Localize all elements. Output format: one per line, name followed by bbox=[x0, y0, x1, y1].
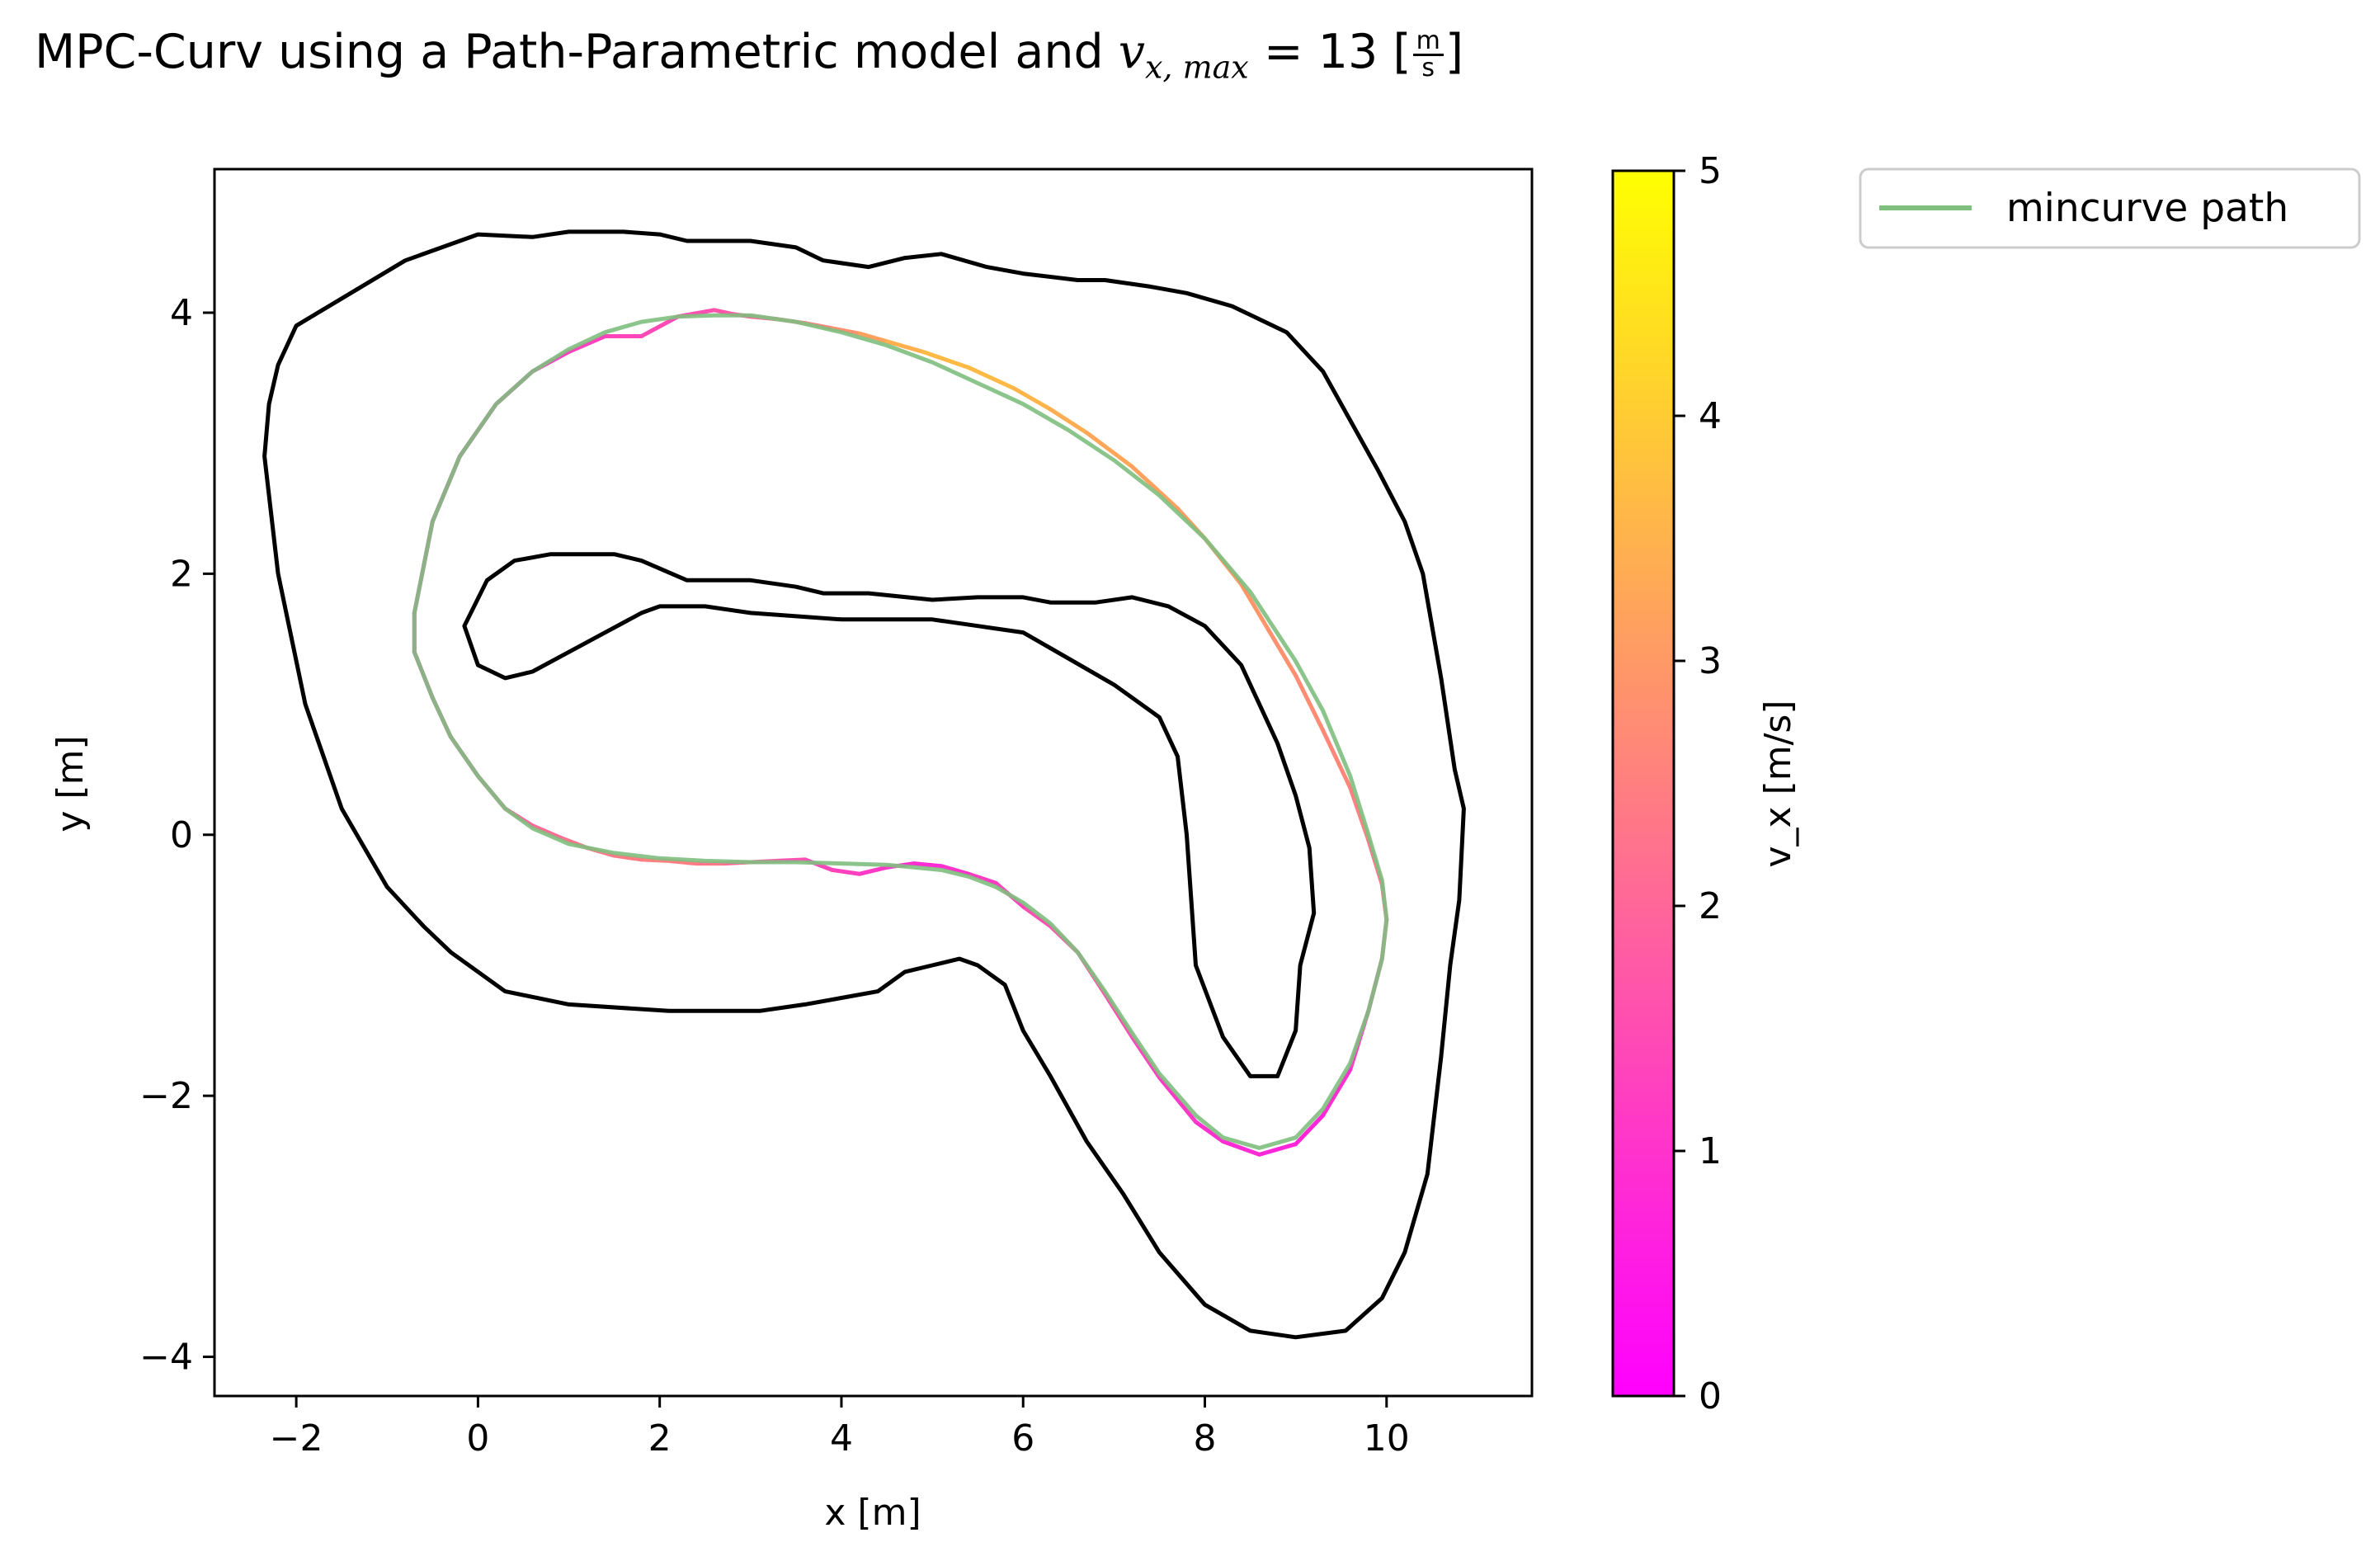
trajectory-segment bbox=[1129, 1035, 1162, 1080]
series-layer bbox=[262, 229, 1466, 1340]
trajectory-segment bbox=[966, 365, 1016, 391]
mincurve-path-line bbox=[412, 313, 1389, 1150]
trajectory-segment bbox=[1239, 582, 1271, 632]
trajectory-segment bbox=[639, 314, 681, 338]
y-tick-label: 0 bbox=[170, 814, 193, 856]
colorbar-ticks: 0 1 2 3 4 5 bbox=[1674, 150, 1722, 1417]
legend-entry-mincurve: mincurve path bbox=[2006, 186, 2288, 231]
trajectory-segment bbox=[1294, 1113, 1326, 1147]
plot-frame bbox=[213, 167, 1534, 1398]
trajectory-segment bbox=[939, 864, 971, 876]
title-unit-den: s bbox=[1421, 53, 1435, 83]
title-close: ] bbox=[1444, 25, 1464, 79]
trajectory-segment bbox=[1257, 1142, 1298, 1157]
x-tick-label: 4 bbox=[830, 1417, 853, 1460]
title-unit-num: m bbox=[1412, 28, 1444, 56]
boundary-outer-line bbox=[262, 229, 1466, 1340]
trajectory-segment bbox=[1321, 728, 1353, 790]
title-var: v bbox=[1118, 25, 1145, 79]
colorbar-tick-label: 4 bbox=[1699, 395, 1722, 437]
colorbar-tick-label: 1 bbox=[1699, 1130, 1722, 1172]
trajectory-segment bbox=[884, 339, 926, 354]
y-ticks: −4 −2 0 2 4 bbox=[139, 292, 214, 1379]
y-tick-label: −4 bbox=[139, 1337, 193, 1379]
x-axis-label: x [m] bbox=[824, 1492, 921, 1534]
trajectory-segment bbox=[1020, 904, 1053, 929]
colorbar-tick-label: 0 bbox=[1699, 1375, 1722, 1417]
trajectory-segment bbox=[857, 331, 889, 344]
boundary-inner-line bbox=[462, 552, 1317, 1078]
trajectory-segment bbox=[1157, 1075, 1198, 1125]
trajectory-segment bbox=[1011, 386, 1053, 412]
title-prefix: MPC-Curv using a Path-Parametric model a… bbox=[35, 25, 1119, 79]
trajectory-segment bbox=[857, 865, 889, 876]
colorbar-tick-label: 5 bbox=[1699, 150, 1722, 192]
trajectory-segment bbox=[966, 871, 998, 885]
y-axis-label: y [m] bbox=[49, 735, 92, 832]
plot-area: −2 0 2 4 6 8 10 −4 −2 0 2 4 x [m] y [m] bbox=[49, 167, 1534, 1534]
y-tick-label: −2 bbox=[139, 1075, 193, 1117]
trajectory-segment bbox=[1294, 673, 1326, 733]
trajectory-segment bbox=[1084, 431, 1134, 469]
colorbar-gradient bbox=[1611, 169, 1675, 1398]
x-tick-label: 6 bbox=[1011, 1417, 1034, 1460]
trajectory-segment bbox=[1048, 407, 1089, 436]
trajectory-segment bbox=[567, 333, 608, 354]
trajectory-segment bbox=[921, 349, 971, 370]
x-tick-label: −2 bbox=[270, 1417, 323, 1460]
x-tick-label: 8 bbox=[1194, 1417, 1217, 1460]
colorbar-tick-label: 3 bbox=[1699, 640, 1722, 682]
trajectory-segment bbox=[1266, 627, 1298, 678]
x-tick-label: 0 bbox=[466, 1417, 489, 1460]
trajectory-segment bbox=[667, 858, 699, 866]
trajectory-segment bbox=[1321, 1068, 1353, 1118]
title-subscript: x, max bbox=[1145, 49, 1249, 86]
y-tick-label: 2 bbox=[170, 553, 193, 595]
trajectory-segment bbox=[1221, 1139, 1262, 1157]
trajectory-segment bbox=[1193, 1120, 1226, 1144]
x-ticks: −2 0 2 4 6 8 10 bbox=[270, 1396, 1410, 1460]
trajectory-segment bbox=[830, 867, 862, 876]
legend: mincurve path bbox=[1859, 167, 2361, 249]
trajectory-segment bbox=[912, 861, 944, 869]
trajectory-segment bbox=[639, 857, 672, 863]
x-tick-label: 10 bbox=[1364, 1417, 1410, 1460]
chart-title: MPC-Curv using a Path-Parametric model a… bbox=[35, 25, 1463, 85]
y-tick-label: 4 bbox=[170, 292, 193, 334]
colorbar: 0 1 2 3 4 5 v_x [m/s] bbox=[1611, 150, 1799, 1417]
colorbar-tick-label: 2 bbox=[1699, 885, 1722, 927]
trajectory-segment bbox=[530, 823, 563, 840]
x-tick-label: 2 bbox=[648, 1417, 672, 1460]
trajectory-segment bbox=[612, 853, 644, 862]
trajectory-segment bbox=[1129, 465, 1180, 511]
legend-box bbox=[1859, 167, 2361, 249]
title-eq: = 13 [ bbox=[1248, 25, 1412, 79]
colorbar-label: v_x [m/s] bbox=[1757, 700, 1799, 867]
